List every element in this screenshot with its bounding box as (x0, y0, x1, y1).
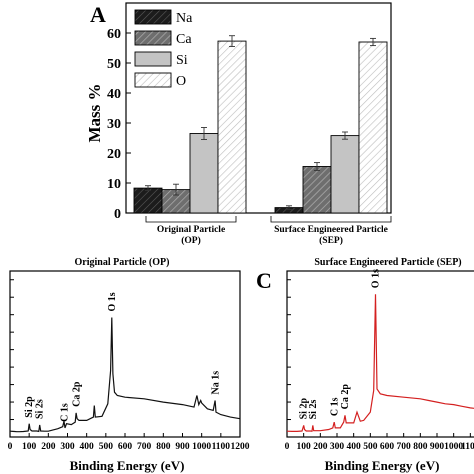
group-label: (SEP) (319, 235, 343, 246)
spectrum-sep-xlabel: Binding Energy (eV) (325, 458, 440, 473)
bar-chart-ylabel: Mass % (85, 83, 104, 142)
x-tick-label: 700 (397, 442, 412, 452)
x-tick-label: 100 (22, 442, 37, 452)
bar-chart-y-ticks: 0 10 20 30 40 50 60 (107, 27, 131, 222)
legend-swatch-o (134, 72, 172, 88)
panel-c-letter: C (256, 268, 272, 293)
spectrum-op-xlabel: Binding Energy (eV) (70, 458, 185, 473)
panel-a-letter: A (90, 2, 106, 27)
spectrum-sep-y-ticks (287, 279, 291, 421)
bar-chart-y-tick-label: 20 (107, 147, 121, 162)
legend-swatch-na (134, 9, 172, 25)
bar-chart-y-tick-label: 60 (107, 27, 121, 42)
x-tick-label: 1200 (231, 442, 250, 452)
x-tick-label: 400 (80, 442, 95, 452)
bar-o-sep (358, 41, 388, 214)
x-tick-label: 500 (363, 442, 378, 452)
legend-swatch-si (134, 51, 172, 67)
x-tick-label: 400 (347, 442, 362, 452)
spectrum-op-line (9, 317, 241, 433)
group-label: (OP) (181, 235, 201, 246)
x-tick-label: 900 (175, 442, 190, 452)
x-tick-label: 700 (137, 442, 152, 452)
group-label: Original Particle (157, 225, 225, 235)
x-tick-label: 1000 (192, 442, 211, 452)
x-tick-label: 1100 (212, 442, 231, 452)
bar-chart-bars (133, 35, 388, 214)
spectrum-op-title: Original Particle (OP) (75, 257, 170, 268)
peak-label: O 1s (371, 269, 382, 288)
bar-si-sep (330, 135, 360, 214)
group-bracket (270, 216, 392, 223)
x-tick-label: 0 (8, 442, 13, 452)
x-tick-label: 100 (297, 442, 312, 452)
peak-label: Si 2p (299, 398, 310, 420)
peak-label: Ca 2p (340, 384, 351, 410)
xps-spectrum-sep: C Surface Engineered Particle (SEP) 0 100… (256, 257, 474, 473)
x-tick-label: 300 (330, 442, 345, 452)
xps-spectrum-op: Original Particle (OP) 0 100 200 300 400 500 6… (8, 257, 250, 473)
group-bracket (145, 216, 237, 223)
x-tick-label: 0 (285, 442, 290, 452)
bar-si-op (189, 133, 219, 214)
bar-na-op (133, 187, 163, 214)
x-tick-label: 500 (99, 442, 114, 452)
x-tick-label: 300 (60, 442, 75, 452)
x-tick-label: 1000 (444, 442, 463, 452)
bar-ca-sep (302, 166, 332, 214)
peak-label: C 1s (60, 403, 71, 422)
legend-label-o: O (176, 74, 186, 89)
x-tick-label: 1100 (461, 442, 474, 452)
legend-swatch-ca (134, 30, 172, 46)
legend-label-si: Si (176, 53, 188, 68)
x-tick-label: 800 (156, 442, 171, 452)
spectrum-sep-line (286, 294, 474, 432)
bar-chart-y-tick-label: 0 (114, 207, 121, 222)
peak-label: Si 2p (24, 396, 35, 418)
bar-chart-legend: Na Ca Si O (134, 9, 193, 89)
bar-chart-frame (125, 2, 392, 214)
x-tick-label: 200 (41, 442, 56, 452)
x-tick-label: 900 (430, 442, 445, 452)
peak-label: O 1s (107, 292, 118, 311)
x-tick-label: 800 (413, 442, 428, 452)
x-tick-label: 600 (380, 442, 395, 452)
bar-chart-group-labels: Original Particle(OP) Surface Engineered … (145, 216, 392, 246)
bar-o-op (217, 40, 247, 214)
legend-label-ca: Ca (176, 32, 192, 47)
bar-chart-y-tick-label: 50 (107, 57, 121, 72)
peak-label: Ca 2p (72, 381, 83, 407)
bar-chart-panel: A Mass % 0 10 20 30 40 50 60 Na Ca Si O Original … (85, 2, 392, 246)
bar-chart-y-tick-label: 40 (107, 87, 121, 102)
peak-label: Na 1s (211, 371, 222, 395)
peak-label: Si 2s (35, 399, 46, 419)
bar-chart-y-tick-label: 30 (107, 117, 121, 132)
peak-label: Si 2s (308, 400, 319, 420)
x-tick-label: 600 (118, 442, 133, 452)
spectrum-op-x-ticks: 0 100 200 300 400 500 600 700 800 900 1000 1100 1200 (8, 433, 250, 452)
bar-chart-y-tick-label: 10 (107, 177, 121, 192)
x-tick-label: 200 (313, 442, 328, 452)
legend-label-na: Na (176, 11, 193, 26)
spectrum-sep-title: Surface Engineered Particle (SEP) (314, 257, 461, 268)
spectrum-op-y-ticks (10, 279, 14, 421)
group-label: Surface Engineered Particle (274, 225, 388, 235)
peak-label: C 1s (330, 397, 341, 416)
